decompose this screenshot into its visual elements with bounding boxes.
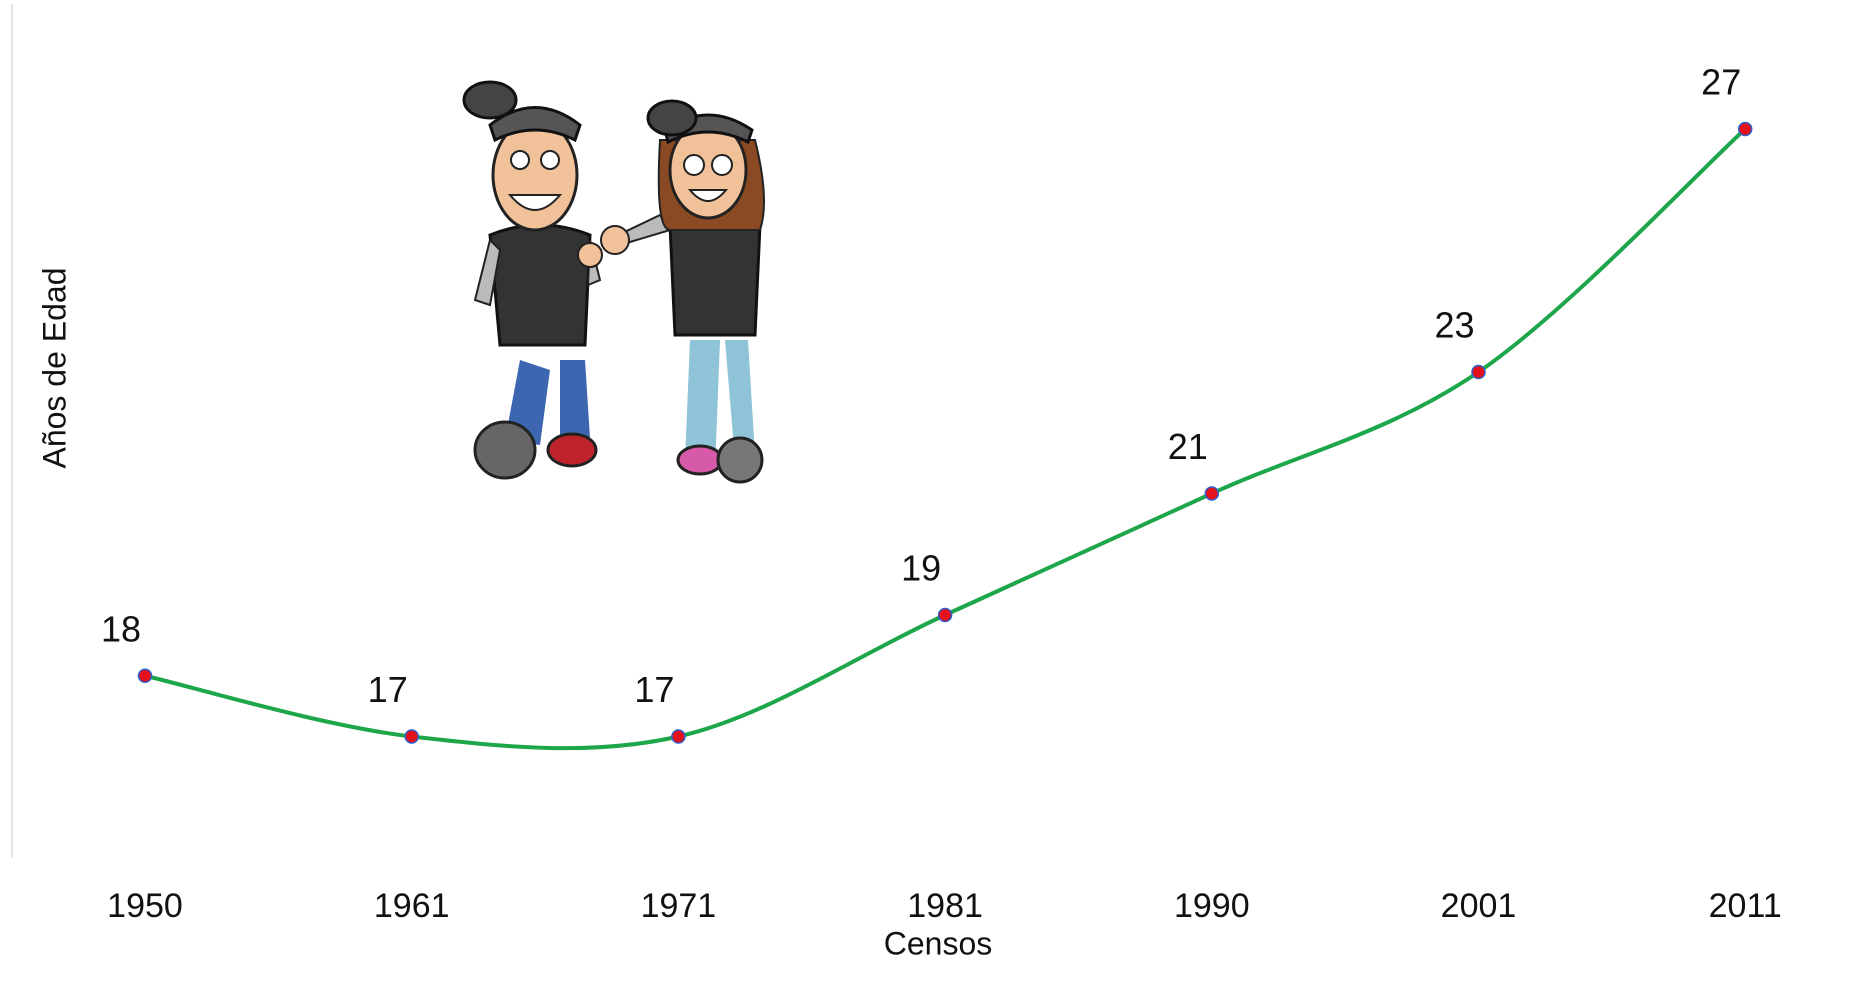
point-marker <box>1737 121 1753 137</box>
data-label: 19 <box>901 548 941 589</box>
data-label: 17 <box>634 669 674 710</box>
data-label: 17 <box>368 669 408 710</box>
x-tick-label: 1961 <box>374 887 450 925</box>
point-marker <box>137 668 153 683</box>
x-tick-label: 2001 <box>1441 887 1517 925</box>
male-figure <box>462 80 603 480</box>
series-line <box>144 127 1747 751</box>
point-marker <box>1471 364 1486 380</box>
y-axis-title: Años de Edad <box>36 267 72 468</box>
data-label: 23 <box>1434 305 1474 346</box>
x-axis-title: Censos <box>884 925 993 961</box>
data-label: 18 <box>101 608 141 649</box>
point-marker <box>404 729 419 744</box>
data-label: 27 <box>1701 62 1741 103</box>
point-marker <box>1204 486 1220 501</box>
x-tick-label: 1950 <box>107 887 183 925</box>
x-tick-label: 1990 <box>1174 887 1250 925</box>
x-tick-label: 2011 <box>1709 887 1782 925</box>
data-label: 21 <box>1168 426 1208 467</box>
point-marker <box>937 607 953 623</box>
point-marker <box>671 729 686 744</box>
illustration <box>462 80 765 484</box>
x-tick-label: 1981 <box>907 887 983 925</box>
female-figure <box>600 99 765 484</box>
x-tick-label: 1971 <box>641 887 717 925</box>
